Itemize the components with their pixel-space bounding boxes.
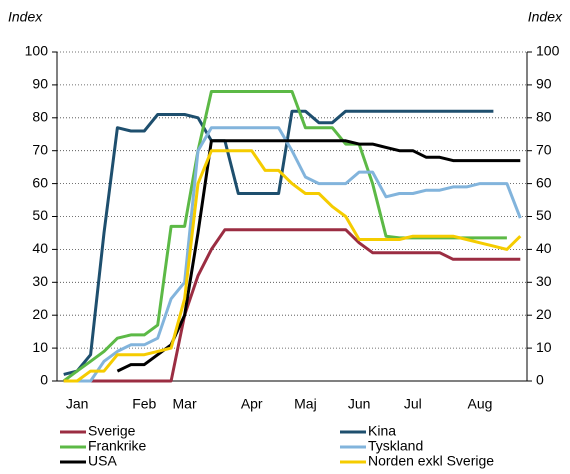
y2-axis-label: Index	[528, 9, 563, 25]
y-tick-label: 60	[32, 174, 48, 190]
y-tick-label: 100	[25, 43, 49, 59]
legend-label: Tyskland	[368, 438, 423, 454]
legend-label: Kina	[368, 423, 396, 439]
x-tick-label: Jun	[348, 396, 371, 412]
y2-tick-label: 40	[536, 240, 552, 256]
y2-tick-label: 20	[536, 306, 552, 322]
y-tick-label: 70	[32, 141, 48, 157]
series-line	[116, 139, 521, 373]
series-line	[62, 90, 507, 383]
x-tick-label: Feb	[132, 396, 156, 412]
y2-tick-label: 0	[536, 372, 544, 388]
y-axis-label: Index	[8, 9, 43, 25]
y-tick-label: 30	[32, 273, 48, 289]
y2-tick-label: 30	[536, 273, 552, 289]
x-tick-label: Mar	[173, 396, 197, 412]
series-line	[63, 126, 522, 383]
legend-label: Norden exkl Sverige	[368, 453, 494, 469]
y2-tick-label: 80	[536, 109, 552, 125]
y2-tick-label: 70	[536, 141, 552, 157]
y-tick-label: 90	[32, 76, 48, 92]
y2-tick-label: 50	[536, 207, 552, 223]
x-tick-label: Jul	[404, 396, 422, 412]
legend-label: Frankrike	[88, 438, 147, 454]
y2-tick-label: 90	[536, 76, 552, 92]
x-tick-label: Maj	[294, 396, 317, 412]
x-tick-label: Apr	[241, 396, 263, 412]
y2-tick-label: 100	[536, 43, 560, 59]
y-tick-label: 20	[32, 306, 48, 322]
x-tick-label: Jan	[66, 396, 89, 412]
x-tick-label: Aug	[468, 396, 493, 412]
series-line	[63, 149, 522, 383]
y-tick-label: 80	[32, 109, 48, 125]
legend-label: USA	[88, 453, 117, 469]
y-tick-label: 50	[32, 207, 48, 223]
y-tick-label: 10	[32, 339, 48, 355]
legend-label: Sverige	[88, 423, 136, 439]
y-tick-label: 0	[40, 372, 48, 388]
y-tick-label: 40	[32, 240, 48, 256]
y2-tick-label: 60	[536, 174, 552, 190]
series-line	[63, 228, 521, 383]
y2-tick-label: 10	[536, 339, 552, 355]
series-line	[63, 109, 494, 376]
